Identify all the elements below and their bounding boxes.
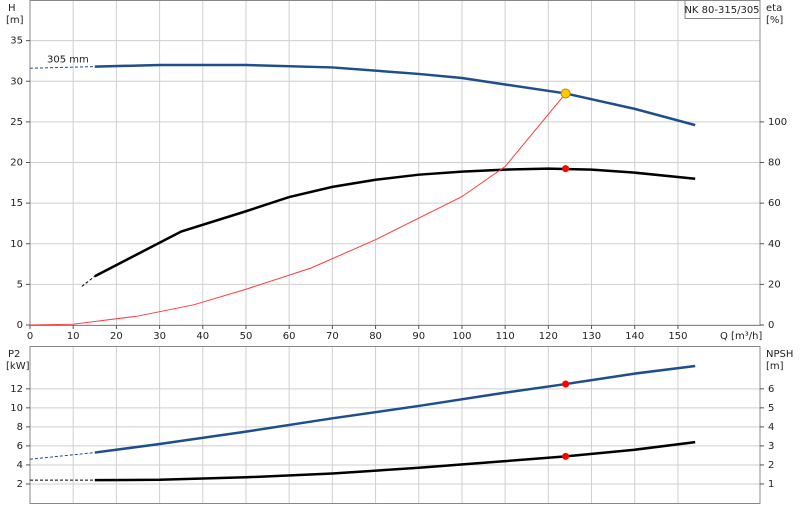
y2-tick-label: 80 bbox=[768, 158, 781, 169]
y-axis-label: P2 bbox=[8, 349, 20, 360]
curve bbox=[29, 66, 95, 69]
curve bbox=[94, 167, 696, 278]
y-tick-label: 25 bbox=[10, 117, 23, 128]
y-axis-unit: [m] bbox=[6, 15, 24, 26]
x-tick-label: 10 bbox=[67, 331, 80, 342]
x-tick-label: 50 bbox=[240, 331, 253, 342]
x-tick-label: 90 bbox=[412, 331, 425, 342]
x-tick-label: 150 bbox=[668, 331, 687, 342]
operating-point bbox=[560, 88, 571, 99]
y2-tick-label: 6 bbox=[768, 384, 774, 395]
x-tick-label: 30 bbox=[153, 331, 166, 342]
operating-point bbox=[562, 165, 570, 173]
y-tick-label: 30 bbox=[10, 76, 23, 87]
y2-axis-label: eta bbox=[766, 3, 782, 14]
y-tick-label: 6 bbox=[17, 441, 23, 452]
operating-point bbox=[562, 380, 570, 388]
x-tick-label: 130 bbox=[582, 331, 601, 342]
y2-tick-label: 60 bbox=[768, 198, 781, 209]
y2-tick-label: 3 bbox=[768, 441, 774, 452]
y2-tick-label: 0 bbox=[768, 320, 774, 331]
x-tick-label: 60 bbox=[283, 331, 296, 342]
y-tick-label: 4 bbox=[17, 460, 23, 471]
y2-tick-label: 20 bbox=[768, 279, 781, 290]
x-tick-label: 70 bbox=[326, 331, 339, 342]
y-tick-label: 10 bbox=[10, 403, 23, 414]
y-axis-unit: [kW] bbox=[6, 361, 30, 372]
curve bbox=[29, 93, 567, 326]
y2-tick-label: 40 bbox=[768, 239, 781, 250]
y-tick-label: 20 bbox=[10, 158, 23, 169]
y-tick-label: 2 bbox=[17, 479, 23, 490]
x-tick-label: 120 bbox=[539, 331, 558, 342]
x-tick-label: 80 bbox=[369, 331, 382, 342]
y-tick-label: 15 bbox=[10, 198, 23, 209]
y-tick-label: 5 bbox=[17, 279, 23, 290]
y2-tick-label: 4 bbox=[768, 422, 774, 433]
x-axis-label: Q [m³/h] bbox=[720, 331, 762, 342]
y-tick-label: 8 bbox=[17, 422, 23, 433]
x-tick-label: 20 bbox=[110, 331, 123, 342]
y2-tick-label: 2 bbox=[768, 460, 774, 471]
y2-axis-unit: [m] bbox=[766, 361, 784, 372]
curve-annotation: 305 mm bbox=[47, 54, 89, 65]
curve bbox=[81, 275, 96, 287]
x-tick-label: 0 bbox=[27, 331, 33, 342]
model-label: NK 80-315/305 bbox=[684, 5, 759, 16]
x-tick-label: 100 bbox=[452, 331, 471, 342]
curve bbox=[94, 440, 696, 482]
y2-axis-unit: [%] bbox=[766, 15, 783, 26]
y-tick-label: 35 bbox=[10, 36, 23, 47]
y-tick-label: 12 bbox=[10, 384, 23, 395]
y2-tick-label: 100 bbox=[768, 117, 787, 128]
curve bbox=[94, 364, 696, 454]
model-box bbox=[684, 0, 761, 19]
y-tick-label: 10 bbox=[10, 239, 23, 250]
y2-tick-label: 1 bbox=[768, 479, 774, 490]
x-tick-label: 40 bbox=[196, 331, 209, 342]
curve bbox=[29, 452, 95, 460]
plot-frame bbox=[29, 346, 761, 504]
y-axis-label: H bbox=[8, 3, 16, 14]
x-tick-label: 140 bbox=[625, 331, 644, 342]
y-tick-label: 0 bbox=[17, 320, 23, 331]
x-tick-label: 110 bbox=[496, 331, 515, 342]
curve bbox=[94, 63, 696, 127]
y2-tick-label: 5 bbox=[768, 403, 774, 414]
operating-point bbox=[562, 452, 570, 460]
y2-axis-label: NPSH bbox=[766, 349, 793, 360]
